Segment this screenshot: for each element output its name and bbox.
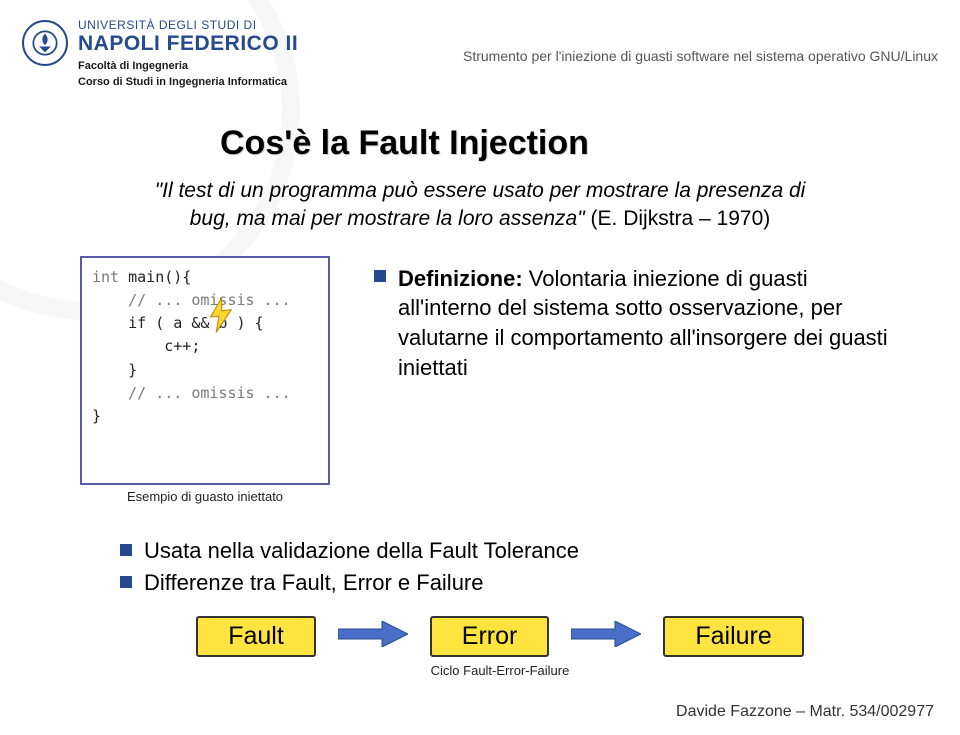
slide-header: UNIVERSITÀ DEGLI STUDI DI NAPOLI FEDERIC… <box>0 0 960 94</box>
definition-label: Definizione: <box>398 266 523 291</box>
quote-author: (E. Dijkstra – 1970) <box>591 207 771 230</box>
university-name-1: UNIVERSITÀ DEGLI STUDI DI <box>78 18 298 32</box>
university-crest-icon <box>22 20 68 66</box>
square-bullet-icon <box>374 270 386 282</box>
faculty-line: Facoltà di Ingegneria <box>78 60 298 72</box>
code-box: int main(){ // ... omissis ... if ( a &&… <box>80 256 330 485</box>
quote-line2: bug, ma mai per mostrare la loro assenza… <box>190 207 591 230</box>
code-l3b: && <box>191 314 209 332</box>
lower-bullets: Usata nella validazione della Fault Tole… <box>0 504 960 678</box>
arrow-icon <box>338 621 408 652</box>
course-line: Corso di Studi in Ingegneria Informatica <box>78 76 298 88</box>
bullet-2-text: Differenze tra Fault, Error e Failure <box>144 570 484 596</box>
flow-node-failure: Failure <box>663 616 803 657</box>
lightning-icon <box>207 297 236 333</box>
square-bullet-icon <box>120 544 132 556</box>
university-text-block: UNIVERSITÀ DEGLI STUDI DI NAPOLI FEDERIC… <box>78 18 298 88</box>
bullet-1-text: Usata nella validazione della Fault Tole… <box>144 538 579 564</box>
bullet-1: Usata nella validazione della Fault Tole… <box>120 538 880 564</box>
flow-node-error: Error <box>430 616 550 657</box>
code-l3a: if ( a <box>92 314 191 332</box>
code-l4: c++; <box>92 337 200 355</box>
code-l2: // ... omissis ... <box>92 291 291 309</box>
code-l7: } <box>92 407 101 425</box>
university-name-2: NAPOLI FEDERICO II <box>78 32 298 56</box>
mid-row: int main(){ // ... omissis ... if ( a &&… <box>0 236 960 504</box>
bullet-2: Differenze tra Fault, Error e Failure <box>120 570 880 596</box>
footer-author: Davide Fazzone – Matr. 534/002977 <box>676 703 934 721</box>
quote-line1: "Il test di un programma può essere usat… <box>155 179 806 202</box>
code-l5: } <box>92 361 137 379</box>
code-column: int main(){ // ... omissis ... if ( a &&… <box>80 256 330 504</box>
flow-node-fault: Fault <box>196 616 316 657</box>
arrow-icon <box>571 621 641 652</box>
document-subtitle: Strumento per l'iniezione di guasti soft… <box>463 48 938 64</box>
quote-block: "Il test di un programma può essere usat… <box>0 171 960 236</box>
flow-diagram: Fault Error Failure <box>120 616 880 657</box>
definition-text: Definizione: Volontaria iniezione di gua… <box>398 264 900 383</box>
definition-block: Definizione: Volontaria iniezione di gua… <box>374 256 900 383</box>
code-kw-int: int <box>92 268 128 286</box>
square-bullet-icon <box>120 576 132 588</box>
header-left: UNIVERSITÀ DEGLI STUDI DI NAPOLI FEDERIC… <box>22 18 298 88</box>
flow-caption: Ciclo Fault-Error-Failure <box>120 663 880 678</box>
slide-title: Cos'è la Fault Injection <box>220 124 960 163</box>
code-l1b: main(){ <box>128 268 191 286</box>
code-caption: Esempio di guasto iniettato <box>80 489 330 504</box>
definition-bullet: Definizione: Volontaria iniezione di gua… <box>374 264 900 383</box>
code-l6: // ... omissis ... <box>92 384 291 402</box>
